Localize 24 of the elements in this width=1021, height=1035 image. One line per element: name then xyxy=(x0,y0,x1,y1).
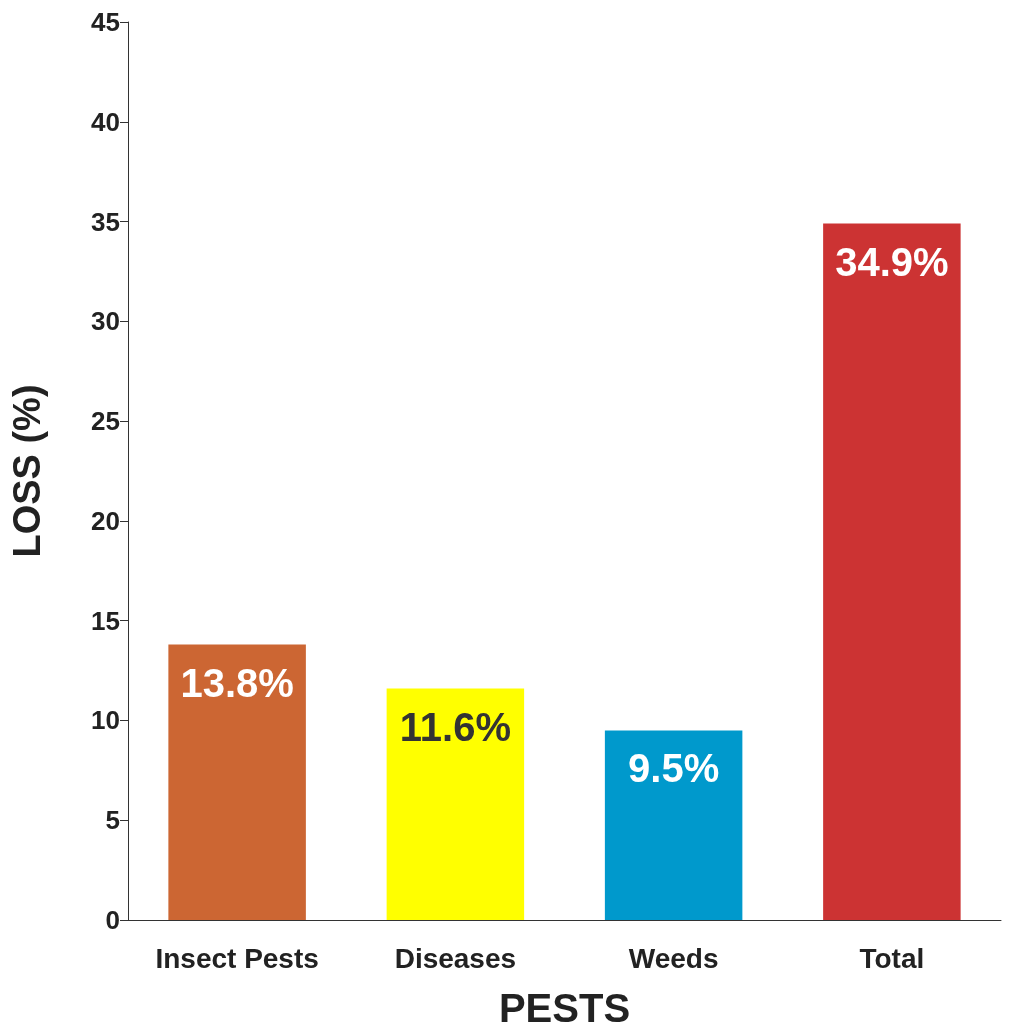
x-axis-title: PESTS xyxy=(498,986,631,1030)
y-tick-label: 20 xyxy=(91,505,120,536)
y-tick-label: 10 xyxy=(91,705,120,736)
y-axis-title: LOSS (%) xyxy=(6,384,48,558)
y-tick-label: 45 xyxy=(91,7,120,37)
x-tick-label: Weeds xyxy=(628,942,719,974)
bar xyxy=(823,223,961,920)
y-tick-label: 0 xyxy=(105,905,120,935)
y-tick-label: 15 xyxy=(91,605,120,636)
data-label: 34.9% xyxy=(835,239,949,284)
data-label: 13.8% xyxy=(180,660,294,705)
data-label: 11.6% xyxy=(399,704,511,749)
data-label: 9.5% xyxy=(628,746,720,791)
y-tick-label: 5 xyxy=(105,805,120,836)
y-tick-label: 30 xyxy=(91,306,120,337)
bar xyxy=(168,644,306,920)
bar xyxy=(386,688,525,920)
y-tick-label: 35 xyxy=(91,206,120,237)
bar xyxy=(604,730,743,920)
x-tick-label: Total xyxy=(859,942,925,974)
y-tick-label: 25 xyxy=(91,406,120,437)
y-tick-label: 40 xyxy=(91,106,120,137)
x-tick-label: Diseases xyxy=(394,942,517,974)
x-tick-label: Insect Pests xyxy=(155,942,319,974)
